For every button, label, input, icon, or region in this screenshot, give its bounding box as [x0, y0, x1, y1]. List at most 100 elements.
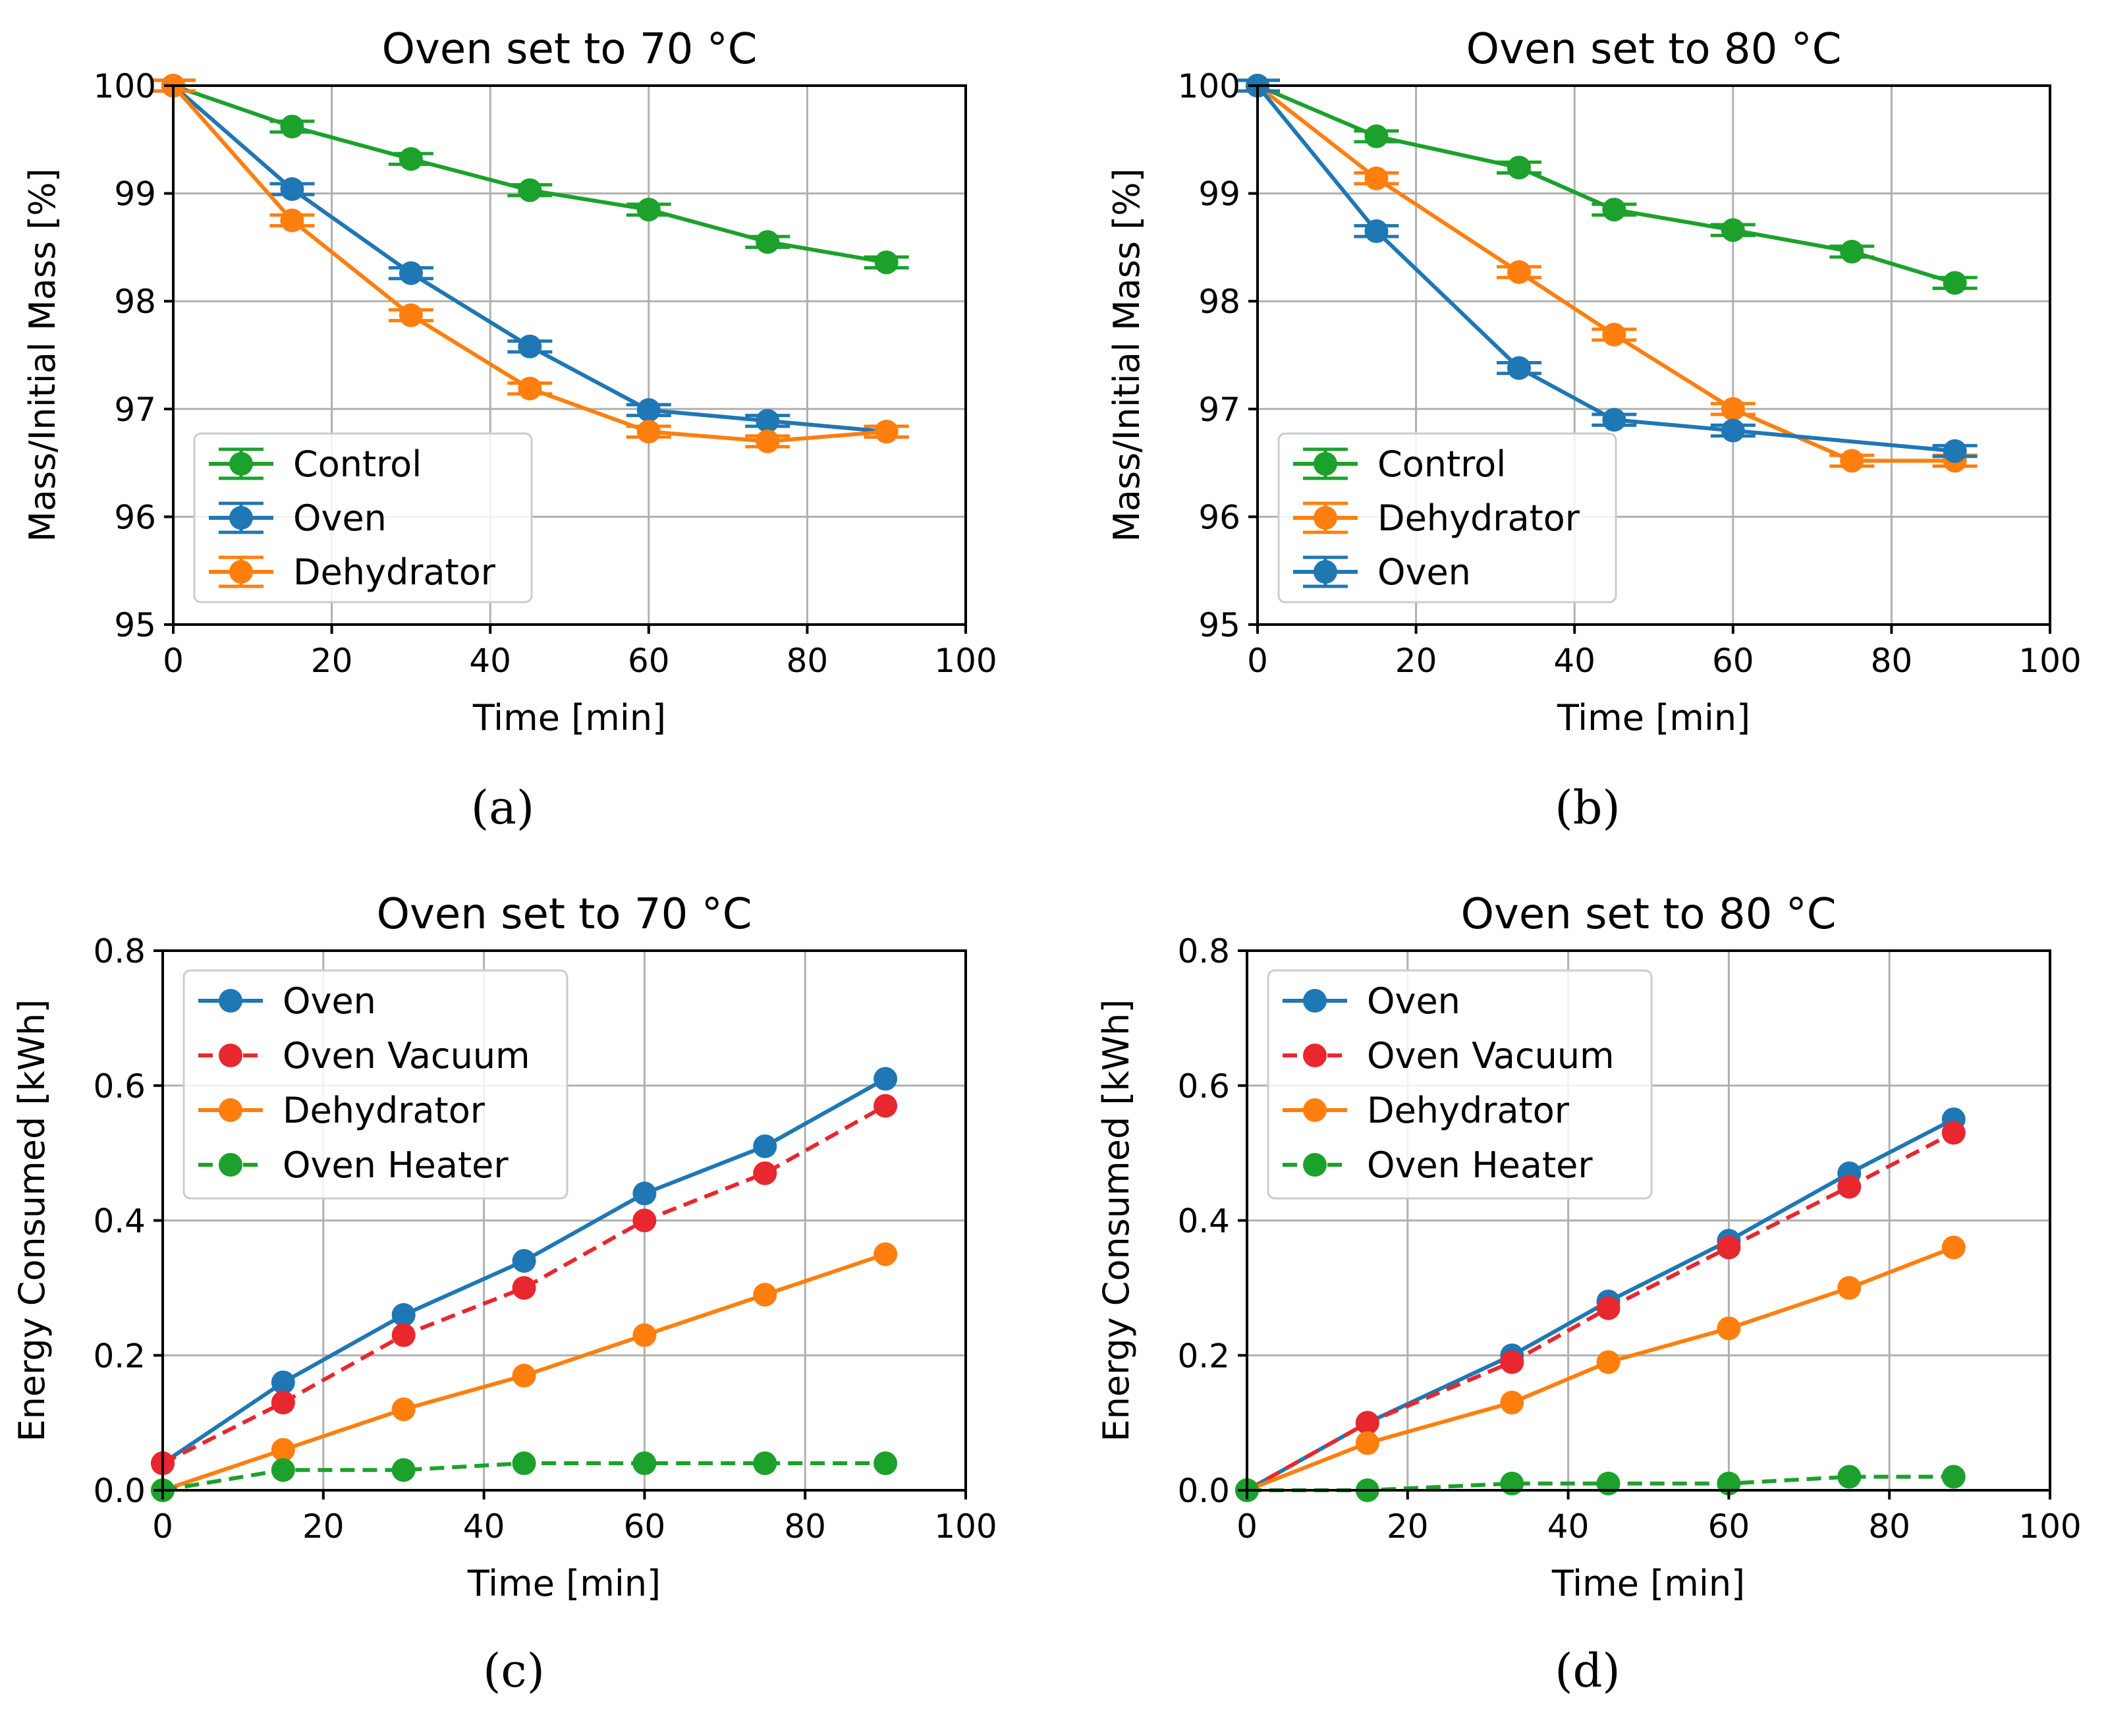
- data-point: [1837, 1275, 1862, 1300]
- y-tick-label: 99: [114, 175, 156, 213]
- legend: Control Oven Dehydrator: [193, 432, 533, 603]
- x-tick-label: 100: [2018, 642, 2081, 680]
- panel-label: (b): [1555, 781, 1620, 835]
- data-point: [1602, 198, 1626, 222]
- series-control: [151, 74, 909, 275]
- y-tick-label: 100: [94, 67, 156, 105]
- legend-item: Oven: [209, 497, 387, 539]
- data-point: [1355, 1411, 1379, 1435]
- data-point: [636, 420, 661, 444]
- chart-title: Oven set to 80 °C: [1461, 890, 1837, 939]
- legend-item: Oven Heater: [198, 1144, 509, 1186]
- data-point: [873, 1067, 898, 1091]
- data-point: [280, 115, 304, 139]
- y-tick-label: 97: [114, 391, 156, 429]
- data-point: [1721, 218, 1745, 242]
- legend-item: Dehydrator: [198, 1090, 485, 1131]
- data-point: [1837, 1175, 1862, 1199]
- legend-swatch-marker: [1314, 560, 1337, 584]
- legend-swatch-marker: [1314, 452, 1337, 476]
- data-point: [756, 429, 780, 453]
- data-point: [271, 1370, 295, 1395]
- x-axis-label: Time [min]: [472, 697, 666, 739]
- legend-label: Dehydrator: [283, 1090, 485, 1131]
- x-tick-label: 0: [163, 642, 184, 680]
- legend-item: Oven: [1283, 980, 1460, 1022]
- panel-label: (a): [471, 781, 534, 835]
- legend-swatch-marker: [1303, 989, 1327, 1013]
- data-point: [753, 1134, 777, 1158]
- series-oven-heater: [151, 1451, 898, 1502]
- legend: Control Dehydrator Oven: [1277, 432, 1617, 603]
- legend-swatch-marker: [1314, 506, 1337, 530]
- panel-label: (d): [1555, 1644, 1620, 1698]
- legend-item: Dehydrator: [1283, 1090, 1570, 1131]
- y-tick-label: 96: [1198, 498, 1240, 536]
- series-dehydrator: [151, 74, 909, 453]
- legend-swatch-marker: [219, 1098, 242, 1122]
- x-tick-label: 40: [1553, 642, 1595, 680]
- x-tick-label: 20: [1395, 642, 1437, 680]
- data-point: [399, 147, 423, 171]
- data-point: [756, 408, 780, 433]
- data-point: [1507, 260, 1531, 285]
- data-point: [399, 303, 423, 327]
- x-tick-label: 100: [934, 1507, 997, 1546]
- legend-box: [193, 432, 533, 603]
- data-point: [391, 1397, 416, 1422]
- legend-label: Oven Vacuum: [1367, 1035, 1615, 1077]
- data-point: [873, 1242, 898, 1266]
- x-axis-label: Time [min]: [467, 1563, 661, 1604]
- legend-item: Oven Vacuum: [198, 1035, 530, 1077]
- data-point: [1500, 1350, 1524, 1374]
- y-tick-label: 0.2: [93, 1337, 146, 1375]
- data-point: [1355, 1431, 1379, 1455]
- data-point: [1596, 1350, 1621, 1374]
- data-point: [1364, 219, 1389, 243]
- data-point: [1500, 1471, 1524, 1496]
- x-tick-label: 40: [463, 1507, 505, 1546]
- x-axis-label: Time [min]: [1557, 697, 1750, 739]
- y-tick-label: 0.6: [1177, 1067, 1230, 1106]
- data-point: [1364, 124, 1389, 148]
- plot-frame: [1256, 84, 2051, 626]
- data-point: [518, 178, 542, 202]
- chart-panel-c: 0 20 40 60 80 100 0.0 0.2 0.4 0.6 0.8 Oven set to 7…: [11, 890, 997, 1698]
- legend-swatch-marker: [219, 1044, 242, 1067]
- legend-swatch-marker: [229, 506, 253, 530]
- x-tick-label: 80: [1868, 1507, 1910, 1546]
- data-point: [632, 1181, 657, 1206]
- data-point: [512, 1248, 536, 1273]
- legend-item: Oven: [1293, 551, 1471, 593]
- legend-label: Dehydrator: [1367, 1090, 1570, 1131]
- chart-panel-b: 0 20 40 60 80 100 95 96 97 98 99 100 Oven set to 80 …: [1106, 25, 2082, 835]
- legend-item: Oven Heater: [1283, 1144, 1593, 1186]
- data-point: [512, 1363, 536, 1387]
- data-point: [873, 1451, 898, 1476]
- data-point: [518, 376, 542, 401]
- legend-label: Control: [293, 443, 422, 485]
- y-tick-label: 95: [1198, 606, 1240, 644]
- data-point: [280, 208, 304, 233]
- data-point: [1596, 1471, 1621, 1496]
- chart-title: Oven set to 70 °C: [382, 25, 758, 74]
- legend-label: Dehydrator: [1377, 497, 1580, 539]
- data-point: [753, 1451, 777, 1476]
- legend-swatch-marker: [229, 452, 253, 476]
- legend: Oven Oven Vacuum Dehydrator Oven Heater: [182, 969, 568, 1200]
- data-point: [1596, 1296, 1621, 1320]
- legend-label: Oven Heater: [1367, 1144, 1593, 1186]
- legend-item: Control: [1293, 443, 1506, 485]
- data-point: [753, 1161, 777, 1185]
- y-tick-label: 0.8: [1177, 932, 1230, 970]
- y-tick-label: 98: [1198, 283, 1240, 321]
- x-tick-label: 60: [1712, 642, 1754, 680]
- y-tick-label: 0.0: [1177, 1472, 1230, 1510]
- data-point: [1941, 1465, 1966, 1489]
- legend-item: Control: [209, 443, 422, 485]
- x-tick-label: 60: [624, 1507, 666, 1546]
- legend-swatch-marker: [229, 560, 253, 584]
- x-tick-label: 100: [2018, 1507, 2081, 1546]
- panel-label: (c): [483, 1644, 545, 1698]
